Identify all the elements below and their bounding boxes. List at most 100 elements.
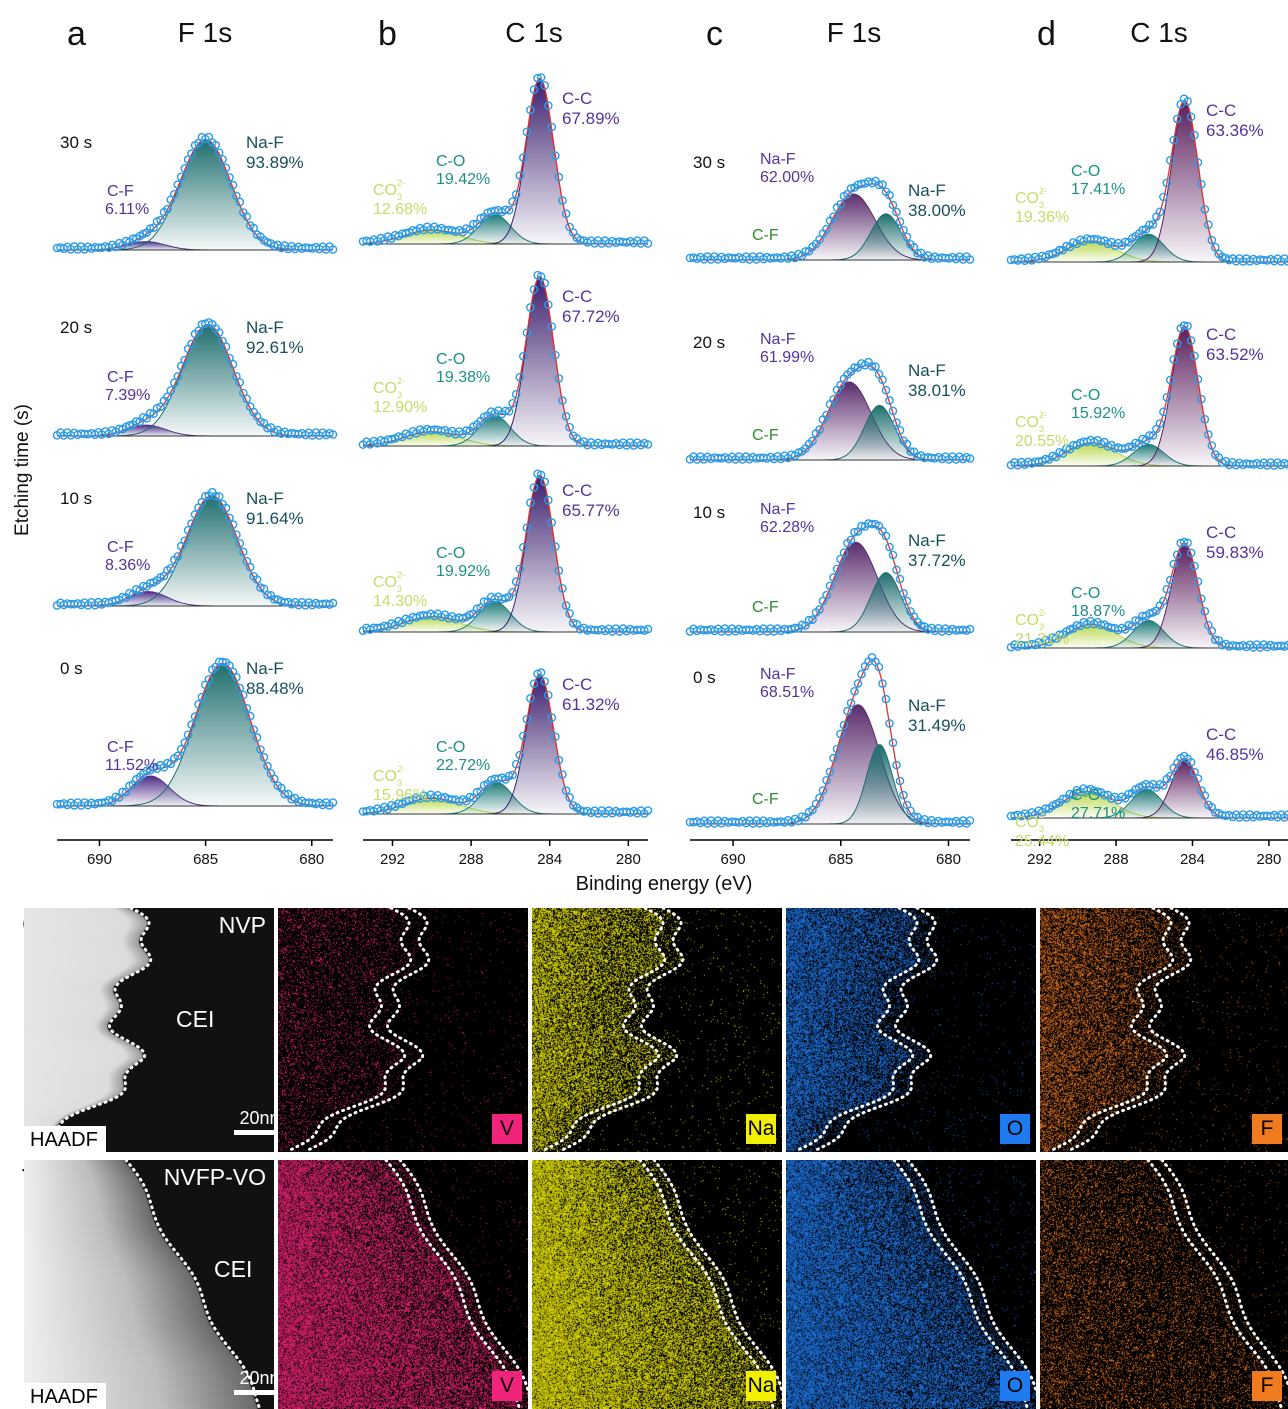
- data-point: [808, 615, 817, 625]
- data-point: [187, 149, 196, 158]
- data-point: [252, 733, 262, 742]
- data-point: [1166, 575, 1175, 585]
- data-point: [508, 770, 517, 780]
- peak-label-na-f: Na-F: [246, 489, 284, 508]
- data-point: [1145, 220, 1154, 230]
- data-point: [263, 423, 272, 433]
- peak-label-c-c: C-C: [1206, 523, 1236, 542]
- data-point: [1145, 609, 1154, 618]
- data-point: [476, 603, 485, 613]
- data-point: [173, 552, 183, 561]
- data-point: [211, 140, 220, 150]
- peak-label-c-o: C-O: [436, 545, 465, 562]
- data-point: [142, 766, 151, 776]
- data-point: [214, 148, 224, 157]
- element-label-f: F: [1252, 1114, 1282, 1144]
- cei-dotted-line: [124, 1160, 262, 1409]
- peak-label-c-f: C-F: [107, 539, 134, 556]
- data-point: [1186, 112, 1196, 122]
- etching-time-label: 30 s: [693, 153, 725, 172]
- data-point: [850, 363, 859, 372]
- data-point: [121, 787, 131, 797]
- data-point: [888, 550, 898, 560]
- data-point: [131, 416, 141, 426]
- data-point: [504, 205, 514, 215]
- data-point: [166, 386, 176, 395]
- data-point: [508, 588, 517, 597]
- data-point: [1131, 438, 1140, 448]
- data-point: [1197, 394, 1206, 404]
- data-point: [839, 548, 849, 558]
- component-peak-c-o: [1011, 620, 1288, 648]
- component-peak-na-f: [690, 704, 970, 824]
- peak-label-c-c: C-C: [1206, 325, 1236, 344]
- data-point: [1062, 444, 1071, 453]
- element-label-o: O: [1000, 1114, 1030, 1144]
- cei-dotted-line: [652, 1160, 782, 1396]
- data-point: [404, 796, 414, 805]
- data-point: [511, 577, 521, 586]
- data-point: [221, 503, 231, 513]
- data-point: [225, 173, 234, 182]
- data-point: [204, 675, 214, 684]
- data-point: [881, 531, 891, 541]
- peak-label-co3-subscript: 3: [1039, 622, 1044, 632]
- component-peak-co32-: [1011, 442, 1288, 466]
- data-point: [328, 598, 338, 608]
- data-point: [156, 215, 165, 225]
- data-point: [899, 790, 908, 800]
- peak-label-na-f: Na-F: [246, 133, 284, 152]
- peak-label-co3-superscript: 2-: [1039, 608, 1047, 618]
- peak-label-co3: CO: [1015, 190, 1039, 207]
- data-point: [522, 328, 532, 338]
- data-point: [529, 483, 539, 492]
- etching-time-label: 10 s: [60, 489, 92, 508]
- peak-label-co3: CO: [1015, 612, 1039, 629]
- data-point: [232, 672, 241, 682]
- data-point: [576, 235, 585, 245]
- data-point: [1190, 130, 1199, 140]
- cei-dotted-line: [1146, 1160, 1284, 1409]
- peak-label-na-f: Na-F: [908, 696, 946, 715]
- data-point: [504, 771, 514, 781]
- peak-label-c-f: C-F: [752, 427, 779, 444]
- data-point: [1283, 257, 1288, 266]
- data-point: [263, 761, 272, 771]
- data-point: [540, 677, 550, 686]
- cei-label: CEI: [214, 1256, 253, 1282]
- data-point: [554, 172, 564, 182]
- data-point: [1055, 630, 1064, 640]
- peak-label-c-f: C-F: [752, 599, 779, 616]
- data-point: [836, 729, 845, 739]
- data-point: [1162, 392, 1172, 402]
- peak-label-co3-subscript: 3: [1039, 824, 1044, 834]
- data-point: [839, 720, 849, 730]
- data-point: [526, 105, 535, 115]
- data-point: [822, 590, 831, 600]
- data-point: [1172, 550, 1182, 560]
- data-point: [1200, 607, 1210, 616]
- data-point: [1155, 419, 1165, 428]
- data-point: [857, 669, 866, 679]
- panel-title: F 1s: [827, 17, 881, 48]
- data-point: [850, 527, 859, 537]
- peak-label-co3: CO: [373, 768, 397, 785]
- data-point: [1179, 321, 1189, 330]
- data-point: [1211, 635, 1220, 645]
- data-point: [902, 439, 912, 449]
- data-point: [176, 744, 186, 754]
- peak-label-co3: CO: [373, 574, 397, 591]
- data-point: [836, 380, 845, 390]
- eds-map-o-nvp: O: [786, 908, 1036, 1152]
- peak-label-co3: CO: [373, 380, 397, 397]
- data-point: [544, 101, 553, 110]
- data-point: [846, 535, 856, 545]
- data-point: [328, 430, 338, 439]
- peak-percent-co3: 20.55%: [1015, 433, 1069, 450]
- data-point: [551, 542, 560, 551]
- data-point: [511, 389, 521, 399]
- data-point: [867, 361, 877, 371]
- data-point: [565, 609, 574, 618]
- cei-dotted-line: [398, 1160, 528, 1396]
